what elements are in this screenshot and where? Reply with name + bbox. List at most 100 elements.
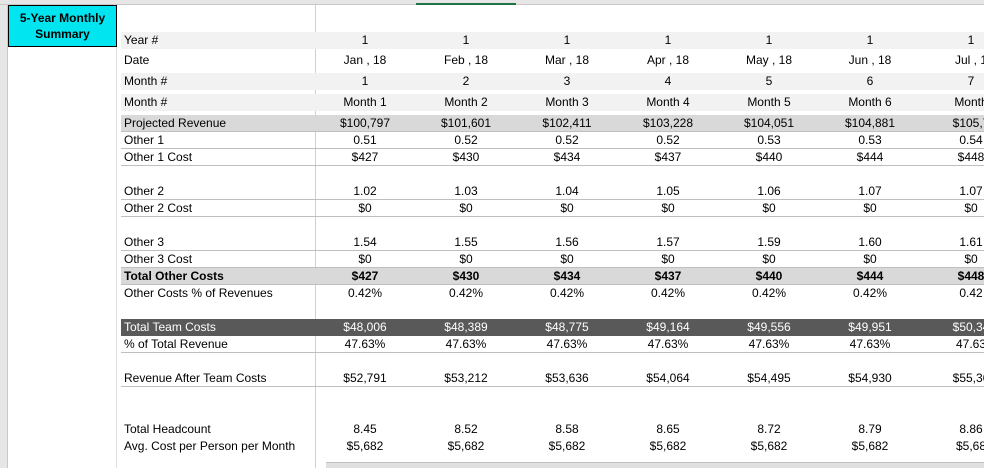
cell-value: 1.60 <box>858 234 882 249</box>
row-label: Other 1 <box>124 132 165 147</box>
row-label: Projected Revenue <box>124 115 227 130</box>
cell-value: $0 <box>762 200 776 215</box>
cell-value: 1 <box>664 32 672 47</box>
cell-value: $437 <box>654 149 682 164</box>
cell-value: $448 <box>957 268 984 283</box>
cell-value: 5 <box>765 73 773 88</box>
row-label: Month # <box>124 73 168 88</box>
cell-value: 1.03 <box>454 183 478 198</box>
cell-value: $0 <box>661 200 675 215</box>
cell-value: $434 <box>553 268 581 283</box>
cell-value: Month 1 <box>343 94 387 109</box>
cell-value: $444 <box>856 268 884 283</box>
cell-value: Month 2 <box>444 94 488 109</box>
cell-value: $49,164 <box>646 319 690 334</box>
cell-value: 1 <box>967 32 975 47</box>
row-border <box>121 283 984 285</box>
cell-value: $5,682 <box>851 438 889 453</box>
cell-value: 47.63% <box>344 336 386 351</box>
cell-value: $48,006 <box>343 319 387 334</box>
cell-value: 1.02 <box>353 183 377 198</box>
row-border <box>121 249 984 251</box>
cell-value: $0 <box>560 200 574 215</box>
cell-value: 47.63 <box>955 336 984 351</box>
cell-value: $48,389 <box>444 319 488 334</box>
cell-value: $0 <box>964 200 978 215</box>
cell-value: 47.63% <box>445 336 487 351</box>
cell-value: 1 <box>361 32 369 47</box>
row-label: Revenue After Team Costs <box>124 370 267 385</box>
cell-value: $101,601 <box>440 115 492 130</box>
cell-value: 1.57 <box>656 234 680 249</box>
cell-value: $103,228 <box>642 115 694 130</box>
cell-value: $104,881 <box>844 115 896 130</box>
cell-value: $53,636 <box>545 370 589 385</box>
cell-value: $0 <box>964 251 978 266</box>
cell-value: $427 <box>351 149 379 164</box>
cell-value: Month 4 <box>646 94 690 109</box>
cell-value: $437 <box>654 268 682 283</box>
cell-value: Month 6 <box>848 94 892 109</box>
cell-value: 1.07 <box>959 183 983 198</box>
cell-value: 6 <box>866 73 874 88</box>
cell-value: 0.51 <box>353 132 377 147</box>
cell-value: $100,797 <box>339 115 391 130</box>
row-border <box>121 385 984 387</box>
cell-value: 1 <box>361 73 369 88</box>
cell-value: $48,775 <box>545 319 589 334</box>
cell-value: Apr , 18 <box>646 52 690 67</box>
row-label: Month # <box>124 94 168 109</box>
cell-value: 1.04 <box>555 183 579 198</box>
row-border <box>121 147 984 149</box>
cell-value: 1.56 <box>555 234 579 249</box>
cell-value: Jul , 1 <box>954 52 984 67</box>
cell-value: 0.42% <box>650 285 686 300</box>
row-label: Avg. Cost per Person per Month <box>124 438 296 453</box>
row-background <box>121 267 984 285</box>
row-background <box>121 31 984 49</box>
cell-value: Month <box>954 94 984 109</box>
cell-value: 8.86 <box>959 421 983 436</box>
row-background <box>121 114 984 132</box>
row-border <box>121 215 984 217</box>
cell-value: 8.52 <box>454 421 478 436</box>
cell-value: $5,682 <box>548 438 586 453</box>
cell-value: $52,791 <box>343 370 387 385</box>
cell-value: $49,556 <box>747 319 791 334</box>
cell-value: $0 <box>863 251 877 266</box>
row-header-strip <box>0 5 8 468</box>
row-label: Total Other Costs <box>124 268 224 283</box>
cell-value: $430 <box>452 268 480 283</box>
cell-value: 1 <box>765 32 773 47</box>
row-label: Other Costs % of Revenues <box>124 285 273 300</box>
cell-value: 0.42% <box>448 285 484 300</box>
cell-value: $0 <box>560 251 574 266</box>
cell-value: $434 <box>553 149 581 164</box>
cell-value: 1 <box>462 32 470 47</box>
cell-value: May , 18 <box>745 52 793 67</box>
row-label: Other 2 Cost <box>124 200 193 215</box>
cell-value: 1.54 <box>353 234 377 249</box>
cell-value: 0.42% <box>347 285 383 300</box>
cell-value: 1.06 <box>757 183 781 198</box>
row-label: Total Team Costs <box>124 319 216 334</box>
cell-value: 1.59 <box>757 234 781 249</box>
cell-value: $427 <box>351 268 379 283</box>
cell-value: $104,051 <box>743 115 795 130</box>
cell-value: $55,36 <box>952 370 984 385</box>
row-label: Year # <box>124 32 159 47</box>
cell-value: 0.42% <box>549 285 585 300</box>
cell-value: 1 <box>563 32 571 47</box>
cell-value: Month 5 <box>747 94 791 109</box>
cell-value: $0 <box>459 200 473 215</box>
row-label: Total Headcount <box>124 421 211 436</box>
row-background <box>121 93 984 111</box>
column-divider <box>315 5 316 468</box>
sheet-title: 5-Year Monthly Summary <box>8 5 117 47</box>
cell-value: 1.55 <box>454 234 478 249</box>
cell-value: $53,212 <box>444 370 488 385</box>
cell-value: 7 <box>967 73 975 88</box>
cell-value: $444 <box>856 149 884 164</box>
row-border <box>121 266 984 268</box>
